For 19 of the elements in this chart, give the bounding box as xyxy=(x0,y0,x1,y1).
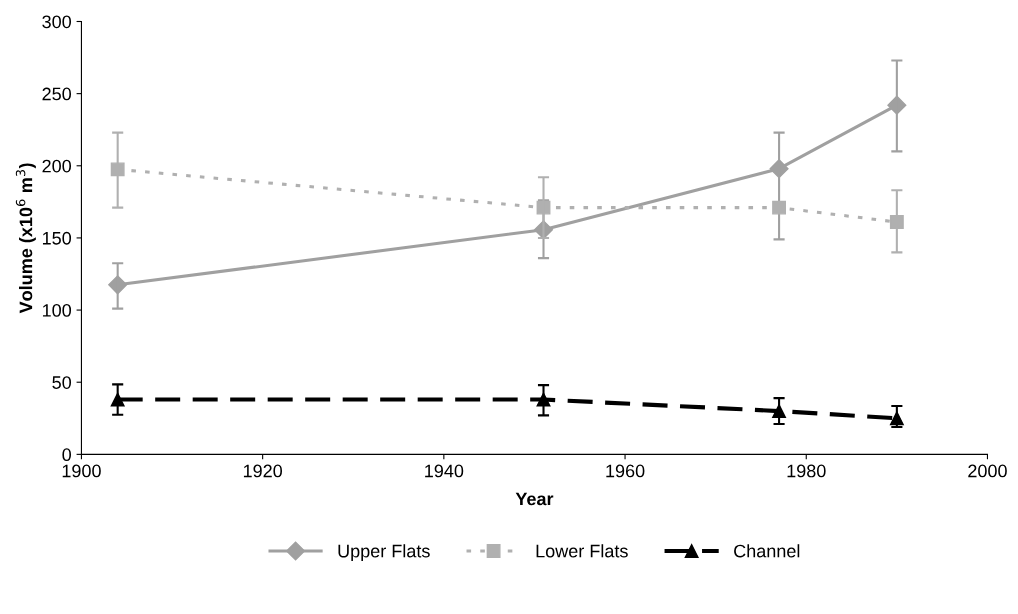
legend-label: Lower Flats xyxy=(536,544,628,558)
y-tick-label: 250 xyxy=(42,87,72,101)
point xyxy=(772,200,787,215)
x-tick-label: 1920 xyxy=(243,464,283,478)
y-tick-label: 150 xyxy=(42,231,72,245)
y-tick-label: 200 xyxy=(42,159,72,173)
y-tick-label: 300 xyxy=(42,15,72,29)
x-tick-label: 1960 xyxy=(606,464,645,478)
x-tick-label: 2000 xyxy=(968,464,1007,478)
y-tick-label: 100 xyxy=(42,304,72,317)
y-tick-label: 50 xyxy=(52,376,72,389)
legend-label: Channel xyxy=(734,544,800,558)
x-axis-title: Year xyxy=(515,492,554,506)
x-tick-label: 1940 xyxy=(425,464,464,478)
y-axis-title: Volume (x10$^{6}$ m$^{3}$) xyxy=(15,163,36,314)
x-tick-label: 1980 xyxy=(787,464,826,478)
y-tick-label: 0 xyxy=(62,448,72,462)
legend-label: Upper Flats xyxy=(338,544,430,562)
x-tick-label: 1900 xyxy=(62,464,101,478)
